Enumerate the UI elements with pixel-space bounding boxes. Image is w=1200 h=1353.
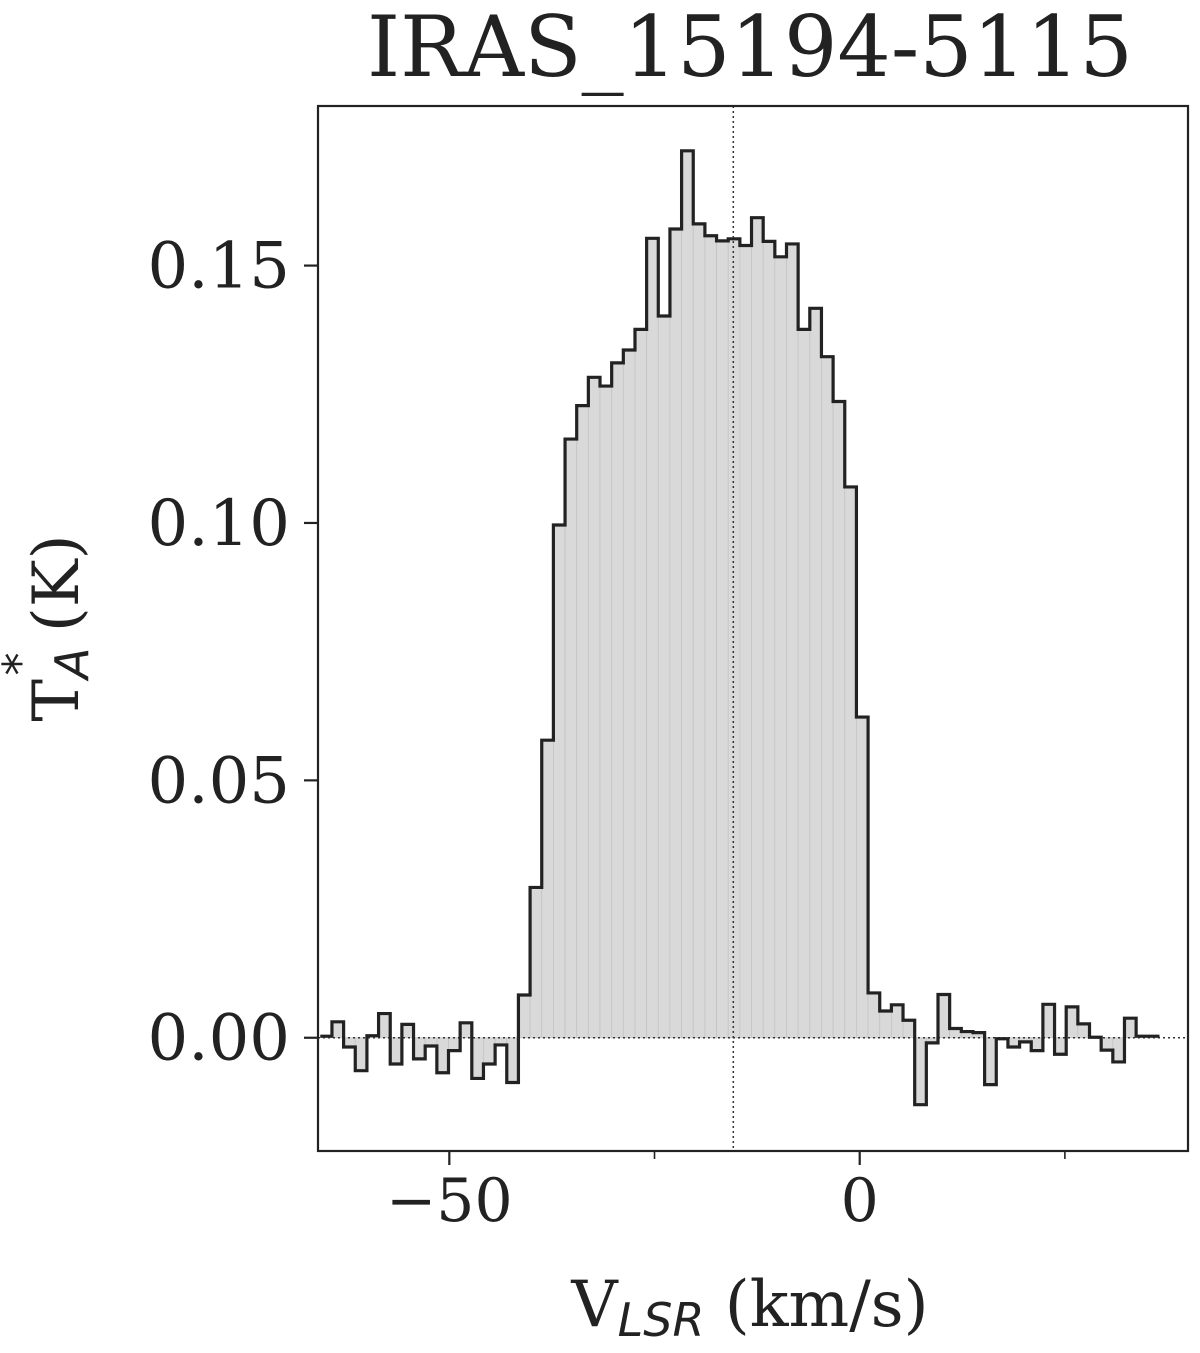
spectrum-bin [1112, 1037, 1125, 1063]
x-axis-label-unit: (km/s) [704, 1268, 928, 1342]
spectrum-bin [354, 1037, 368, 1072]
spectrum-bin [506, 1037, 519, 1083]
spectrum-bin [389, 1037, 403, 1065]
spectrum-bin [692, 223, 706, 1039]
spectrum-bin [1054, 1037, 1067, 1055]
spectrum-bin [378, 1013, 391, 1039]
spectrum-bin [797, 329, 811, 1039]
spectrum-bin [611, 362, 624, 1039]
spectrum-bin [809, 307, 822, 1039]
spectrum-bin [879, 1010, 892, 1039]
y-axis-label-main: T [20, 679, 94, 722]
y-axis-label-group: TA* (K) [0, 534, 99, 721]
spectrum-bin [622, 349, 636, 1039]
y-axis-label-sub: A [45, 647, 99, 681]
spectrum-bin [1030, 1037, 1044, 1052]
spectrum-bin [704, 235, 717, 1039]
spectrum-bin [786, 243, 799, 1039]
spectrum-bin [1065, 1006, 1079, 1039]
spectrum-bin [587, 376, 601, 1039]
spectrum-bin [634, 329, 648, 1039]
axes-layer: −50 0 0.00 0.05 0.10 0.15 [148, 104, 1190, 1236]
spectrum-bin [576, 405, 589, 1039]
spectrum-bin [937, 994, 951, 1039]
spectrum-bin [762, 240, 776, 1039]
x-axis-label: VLSR (km/s) [570, 1268, 928, 1347]
x-tick-label: 0 [841, 1166, 879, 1236]
spectrum-bin [564, 438, 578, 1039]
spectrum-bin [984, 1037, 997, 1085]
spectrum-bin [914, 1037, 927, 1106]
spectrum-bin [459, 1022, 473, 1039]
text-layer: IRAS_15194-5115 VLSR (km/s) TA* (K) [0, 0, 1133, 1347]
spectrum-bin [471, 1037, 484, 1079]
y-axis-label-sup: * [0, 652, 47, 675]
spectrum-bin [436, 1037, 449, 1074]
spectrum-bin [751, 217, 764, 1039]
spectrum-bin [890, 1004, 904, 1039]
spectrum-bin [646, 237, 659, 1039]
spectrum-bin [413, 1037, 426, 1060]
y-tick-label: 0.05 [148, 744, 291, 818]
y-axis-label: TA* (K) [0, 534, 99, 721]
spectrum-bin [1124, 1017, 1137, 1039]
y-tick-label: 0.15 [148, 230, 291, 304]
spectrum-bin [518, 994, 531, 1039]
spectrum-bin [867, 992, 881, 1039]
spectrum-bin [1042, 1003, 1055, 1039]
spectrum-bin [1100, 1037, 1114, 1051]
spectrum-bin [483, 1037, 496, 1065]
spectrum-line-layer [320, 149, 1160, 1107]
spectrum-bin [552, 524, 566, 1039]
spectrum-bin [902, 1019, 916, 1039]
spectrum-bin [681, 150, 694, 1039]
x-axis-label-sub: LSR [618, 1293, 705, 1347]
spectrum-bin [832, 401, 846, 1039]
x-axis-label-main: V [570, 1268, 619, 1342]
spectrum-bin [331, 1021, 345, 1039]
y-axis-label-unit: (K) [20, 534, 94, 652]
spectrum-bin [821, 356, 834, 1039]
y-tick-label: 0.10 [148, 487, 291, 561]
fill-layer [319, 150, 1160, 1106]
spectrum-bin [739, 245, 752, 1039]
spectrum-bin [774, 256, 787, 1039]
spectrum-step-line [320, 149, 1160, 1107]
spectrum-bin [669, 228, 682, 1039]
plot-frame [316, 104, 1190, 1153]
spectrum-bin [541, 739, 554, 1039]
chart-title: IRAS_15194-5115 [367, 0, 1133, 96]
spectrum-bin [1077, 1023, 1090, 1039]
x-tick-label: −50 [386, 1166, 513, 1236]
spectrum-bin [716, 240, 729, 1039]
spectrum-bin [599, 385, 613, 1039]
spectrum-bin [657, 315, 671, 1039]
spectrum-bin [401, 1023, 414, 1039]
spectrum-bin [529, 887, 543, 1039]
spectrum-bin [844, 486, 857, 1039]
spectrum-bin [448, 1037, 461, 1052]
spectrum-bin [856, 716, 869, 1039]
y-tick-label: 0.00 [148, 1002, 291, 1076]
